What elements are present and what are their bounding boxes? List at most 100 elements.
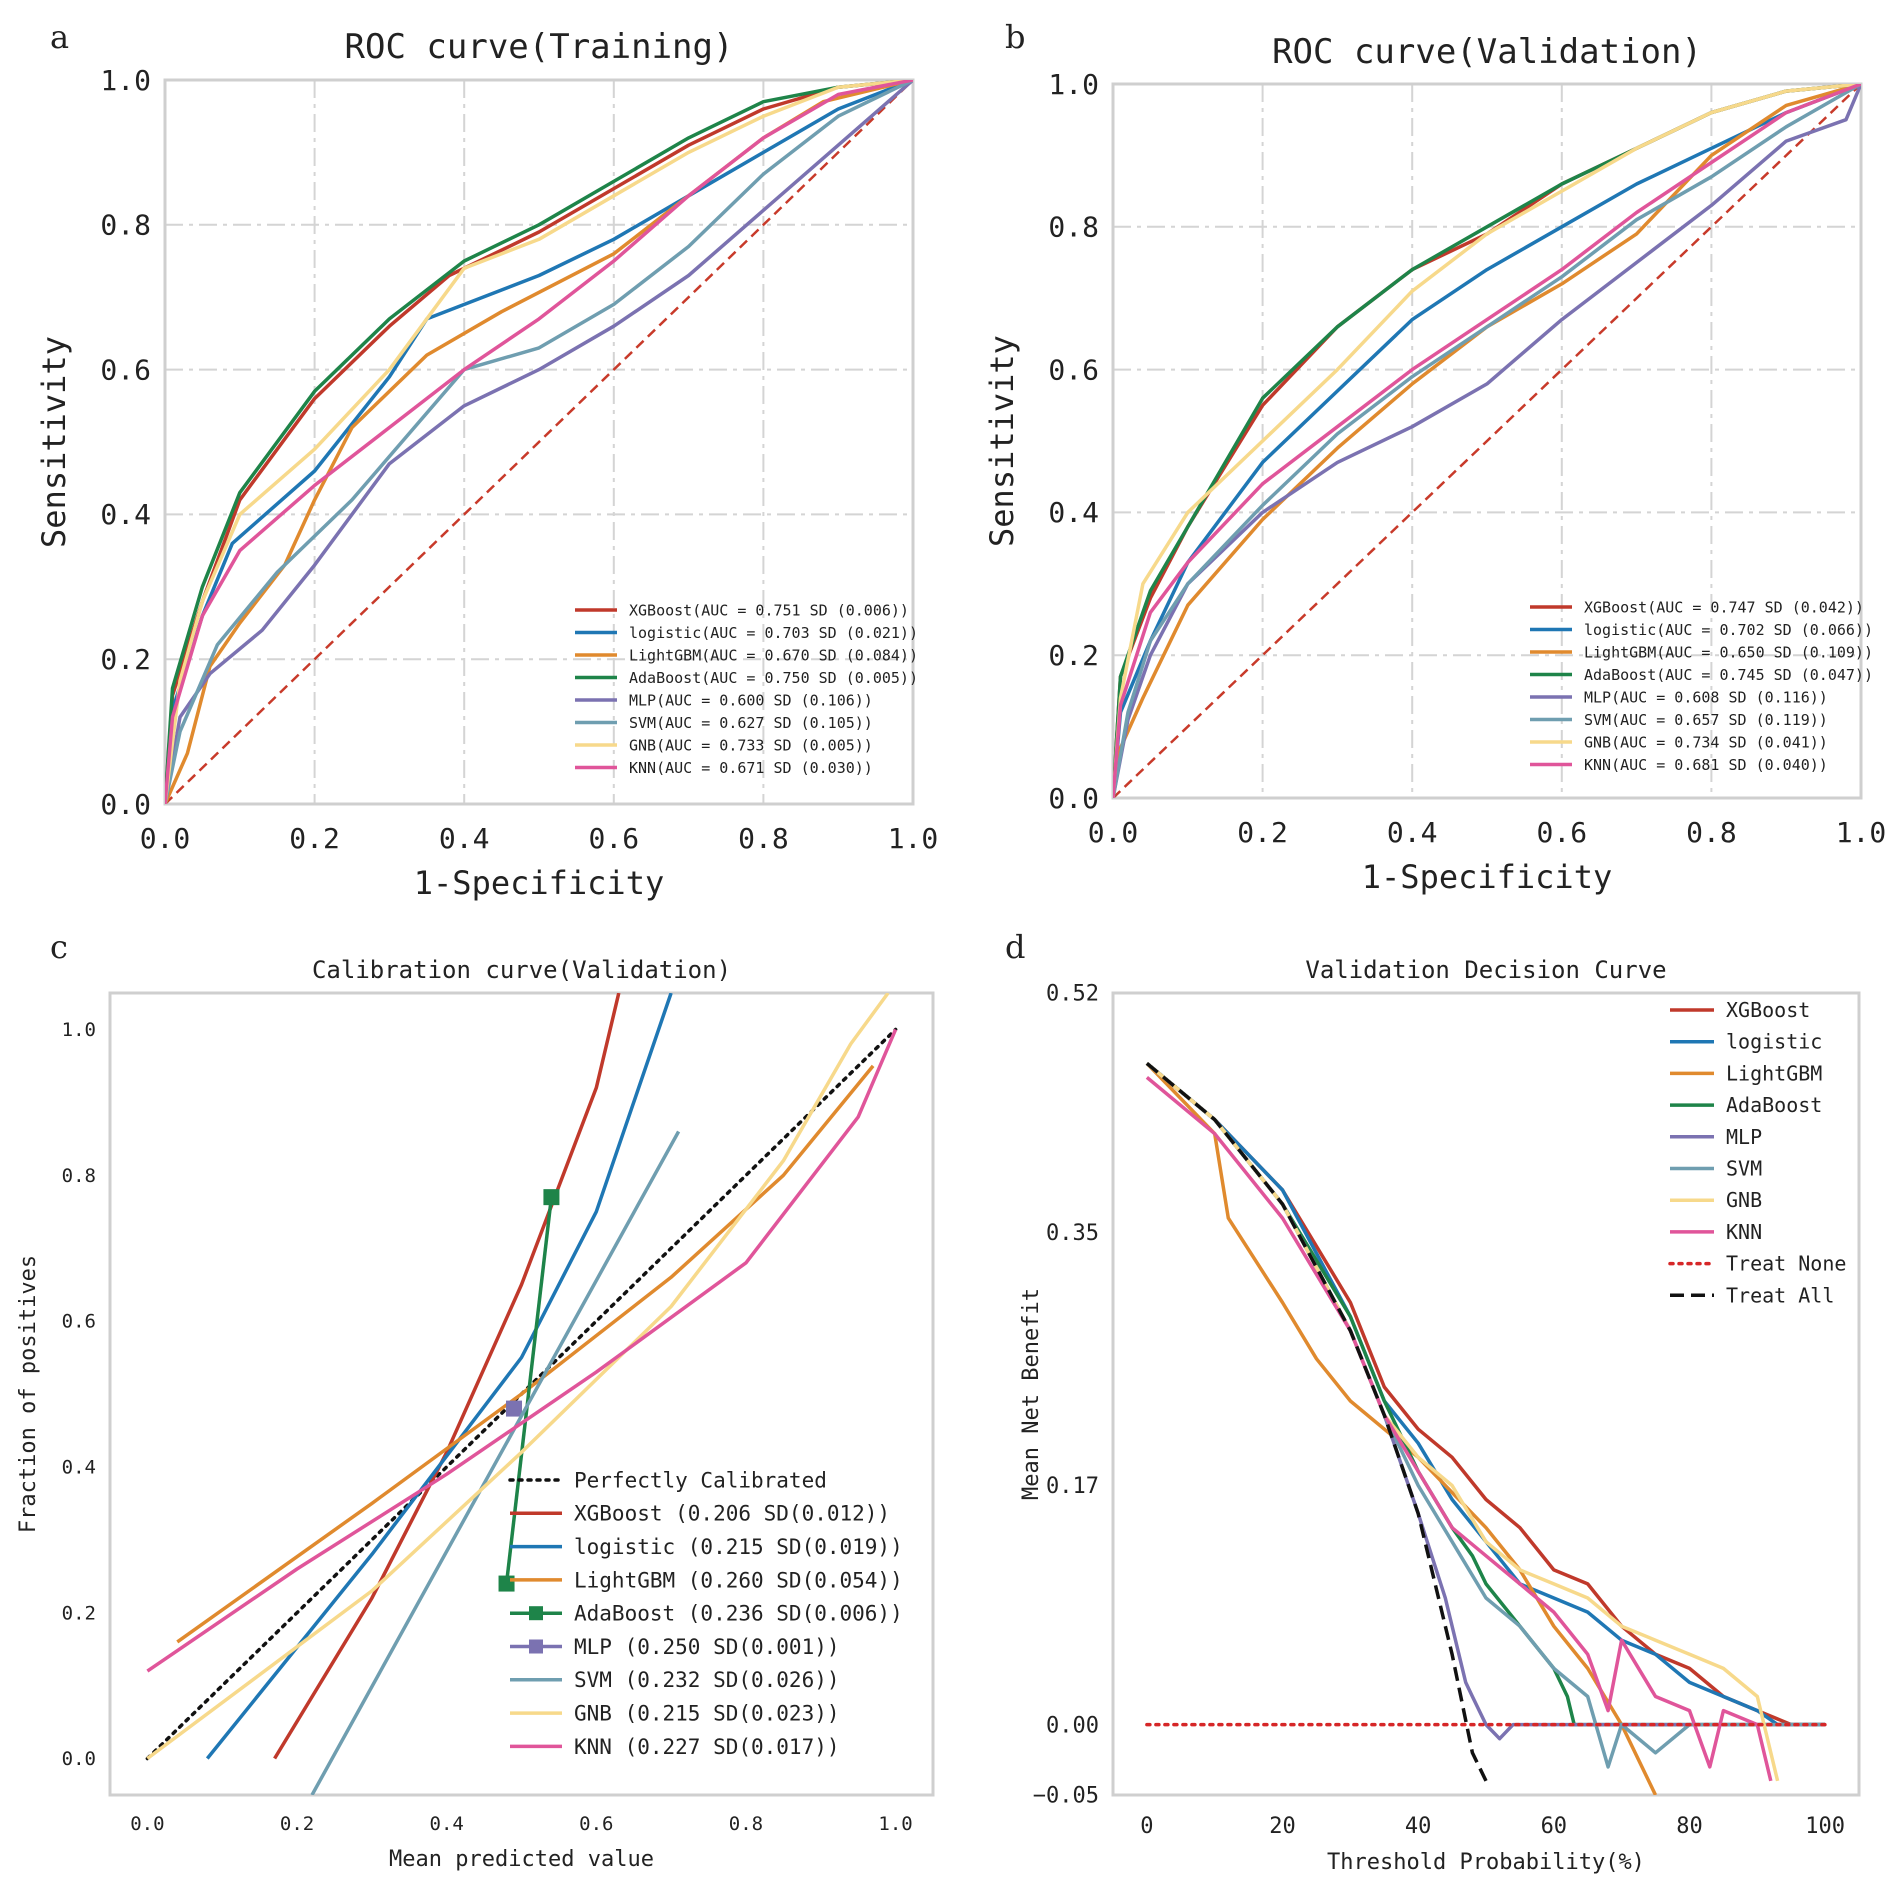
x-tick-label: 0.0 <box>140 822 191 855</box>
legend-label-knn: KNN (0.227 SD(0.017)) <box>574 1735 840 1759</box>
series-line-knn <box>146 1028 898 1673</box>
y-tick-label: 0.8 <box>1048 211 1099 244</box>
series-line-adaboost <box>165 80 913 804</box>
legend-d: XGBoost logistic LightGBM AdaBoost MLP SVM GNB… <box>1668 998 1846 1307</box>
legend-label-lightgbm: LightGBM (0.260 SD(0.054)) <box>574 1568 903 1592</box>
legend-label-lightgbm: LightGBM <box>1726 1061 1822 1085</box>
legend-label-lightgbm: LightGBM(AUC = 0.650 SD (0.109)) <box>1584 643 1873 661</box>
y-tick-label: 1.0 <box>1048 68 1099 101</box>
legend-label-adaboost: AdaBoost(AUC = 0.745 SD (0.047)) <box>1584 666 1873 684</box>
plot-area-c <box>145 993 898 1795</box>
legend-label-knn: KNN <box>1726 1220 1762 1244</box>
y-axis-label-b: Sensitivity <box>983 335 1021 547</box>
chart-title-c: Calibration curve(Validation) <box>312 956 731 984</box>
x-tick-label: 0.4 <box>439 822 490 855</box>
chart-panel-a: a ROC curve(Training) 0.0 0.2 0.4 0.6 0.8 1.0 0.… <box>35 18 938 902</box>
y-tick-label: −0.05 <box>1033 1784 1099 1809</box>
legend-label-mlp: MLP (0.250 SD(0.001)) <box>574 1635 840 1659</box>
x-tick-label: 1.0 <box>888 822 939 855</box>
series-line-svm <box>165 80 913 804</box>
chance-diagonal <box>165 80 913 804</box>
y-tick-label: 0.2 <box>1048 639 1099 672</box>
legend-label-logistic: logistic(AUC = 0.703 SD (0.021)) <box>629 624 918 642</box>
x-tick-label: 0.6 <box>589 822 640 855</box>
y-tick-label: 0.6 <box>100 353 151 386</box>
chart-panel-b: b ROC curve(Validation) 0.0 0.2 0.4 0.6 0.8 1.0… <box>983 18 1886 896</box>
legend-label-adaboost: AdaBoost(AUC = 0.750 SD (0.005)) <box>629 669 918 687</box>
x-tick-label: 0.8 <box>738 822 789 855</box>
x-axis-label-b: 1-Specificity <box>1362 858 1612 896</box>
chart-panel-c: c Calibration curve(Validation) 0.0 0.2 0.4 0… <box>16 928 935 1872</box>
legend-label-gnb: GNB (0.215 SD(0.023)) <box>574 1701 840 1725</box>
x-tick-label: 20 <box>1269 1814 1296 1839</box>
series-line-gnb <box>165 80 913 804</box>
series-line-lightgbm <box>1113 84 1861 798</box>
y-tick-label: 0.2 <box>100 643 151 676</box>
y-tick-label: 0.4 <box>1048 496 1099 529</box>
series-line-adaboost <box>504 1196 554 1584</box>
legend-label-logistic: logistic(AUC = 0.702 SD (0.066)) <box>1584 621 1873 639</box>
legend-marker-mlp <box>529 1639 543 1654</box>
legend-label-mlp: MLP(AUC = 0.608 SD (0.116)) <box>1584 688 1828 706</box>
x-tick-label: 100 <box>1805 1814 1845 1839</box>
legend-label-mlp: MLP <box>1726 1125 1762 1149</box>
legend-label-logistic: logistic <box>1726 1030 1822 1054</box>
legend-label-lightgbm: LightGBM(AUC = 0.670 SD (0.084)) <box>629 646 918 664</box>
x-tick-label: 0.8 <box>1686 816 1737 849</box>
panel-label-c: c <box>50 928 68 966</box>
series-line-gnb <box>1113 84 1861 798</box>
plot-frame-c <box>108 991 935 1797</box>
x-tick-label: 0.4 <box>1387 816 1438 849</box>
legend-label-svm: SVM <box>1726 1157 1762 1181</box>
legend-label-adaboost: AdaBoost (0.236 SD(0.006)) <box>574 1602 903 1626</box>
y-tick-label: 0.4 <box>62 1457 96 1479</box>
legend-label-gnb: GNB(AUC = 0.734 SD (0.041)) <box>1584 733 1828 751</box>
series-line-logistic <box>205 993 673 1760</box>
series-line-svm <box>1113 84 1861 798</box>
series-line-lightgbm <box>176 1064 875 1644</box>
series-line-knn <box>1145 1076 1773 1782</box>
legend-label-xgboost: XGBoost(AUC = 0.747 SD (0.042)) <box>1584 598 1864 616</box>
chart-title-b: ROC curve(Validation) <box>1272 32 1702 72</box>
x-tick-label: 1.0 <box>1836 816 1887 849</box>
legend-label-mlp: MLP(AUC = 0.600 SD (0.106)) <box>629 691 873 709</box>
y-tick-label: 1.0 <box>62 1019 96 1041</box>
x-axis-label-c: Mean predicted value <box>389 1847 654 1872</box>
x-tick-label: 0.2 <box>289 822 340 855</box>
legend-label-knn: KNN(AUC = 0.681 SD (0.040)) <box>1584 756 1828 774</box>
series-line-lightgbm <box>1145 1062 1658 1795</box>
y-tick-label: 0.8 <box>100 209 151 242</box>
chance-diagonal <box>1113 84 1861 798</box>
legend-label-perfectly-calibrated: Perfectly Calibrated <box>574 1468 827 1492</box>
x-tick-label: 0.6 <box>1537 816 1588 849</box>
series-marker-adaboost <box>543 1189 560 1206</box>
legend-label-xgboost: XGBoost(AUC = 0.751 SD (0.006)) <box>629 601 909 619</box>
series-line-svm <box>1145 1062 1826 1769</box>
legend-a: XGBoost(AUC = 0.751 SD (0.006)) logistic(… <box>575 601 918 777</box>
legend-label-logistic: logistic (0.215 SD(0.019)) <box>574 1535 903 1559</box>
legend-label-knn: KNN(AUC = 0.671 SD (0.030)) <box>629 759 873 777</box>
x-tick-label: 0.6 <box>579 1813 613 1835</box>
x-tick-label: 0.2 <box>280 1813 314 1835</box>
x-tick-label: 0.0 <box>1088 816 1139 849</box>
y-tick-label: 0.0 <box>100 788 151 821</box>
y-tick-label: 0.2 <box>62 1602 96 1624</box>
x-tick-label: 1.0 <box>878 1813 912 1835</box>
x-axis-label-a: 1-Specificity <box>414 864 664 902</box>
y-tick-label: 0.8 <box>62 1165 96 1187</box>
x-tick-label: 0.2 <box>1237 816 1288 849</box>
legend-label-svm: SVM(AUC = 0.657 SD (0.119)) <box>1584 711 1828 729</box>
legend-label-svm: SVM(AUC = 0.627 SD (0.105)) <box>629 714 873 732</box>
y-tick-label: 0.0 <box>1048 782 1099 815</box>
plot-area-d <box>1145 1062 1827 1795</box>
x-tick-label: 60 <box>1541 1814 1568 1839</box>
series-line-svm <box>310 1130 681 1795</box>
legend-c: Perfectly Calibrated XGBoost (0.206 SD(0.… <box>508 1468 903 1759</box>
chart-title-d: Validation Decision Curve <box>1305 956 1666 984</box>
panel-label-d: d <box>1005 928 1025 966</box>
y-tick-label: 0.52 <box>1046 982 1099 1007</box>
series-line-knn <box>1113 84 1861 798</box>
legend-label-xgboost: XGBoost (0.206 SD(0.012)) <box>574 1502 890 1526</box>
y-axis-label-a: Sensitivity <box>35 336 73 548</box>
